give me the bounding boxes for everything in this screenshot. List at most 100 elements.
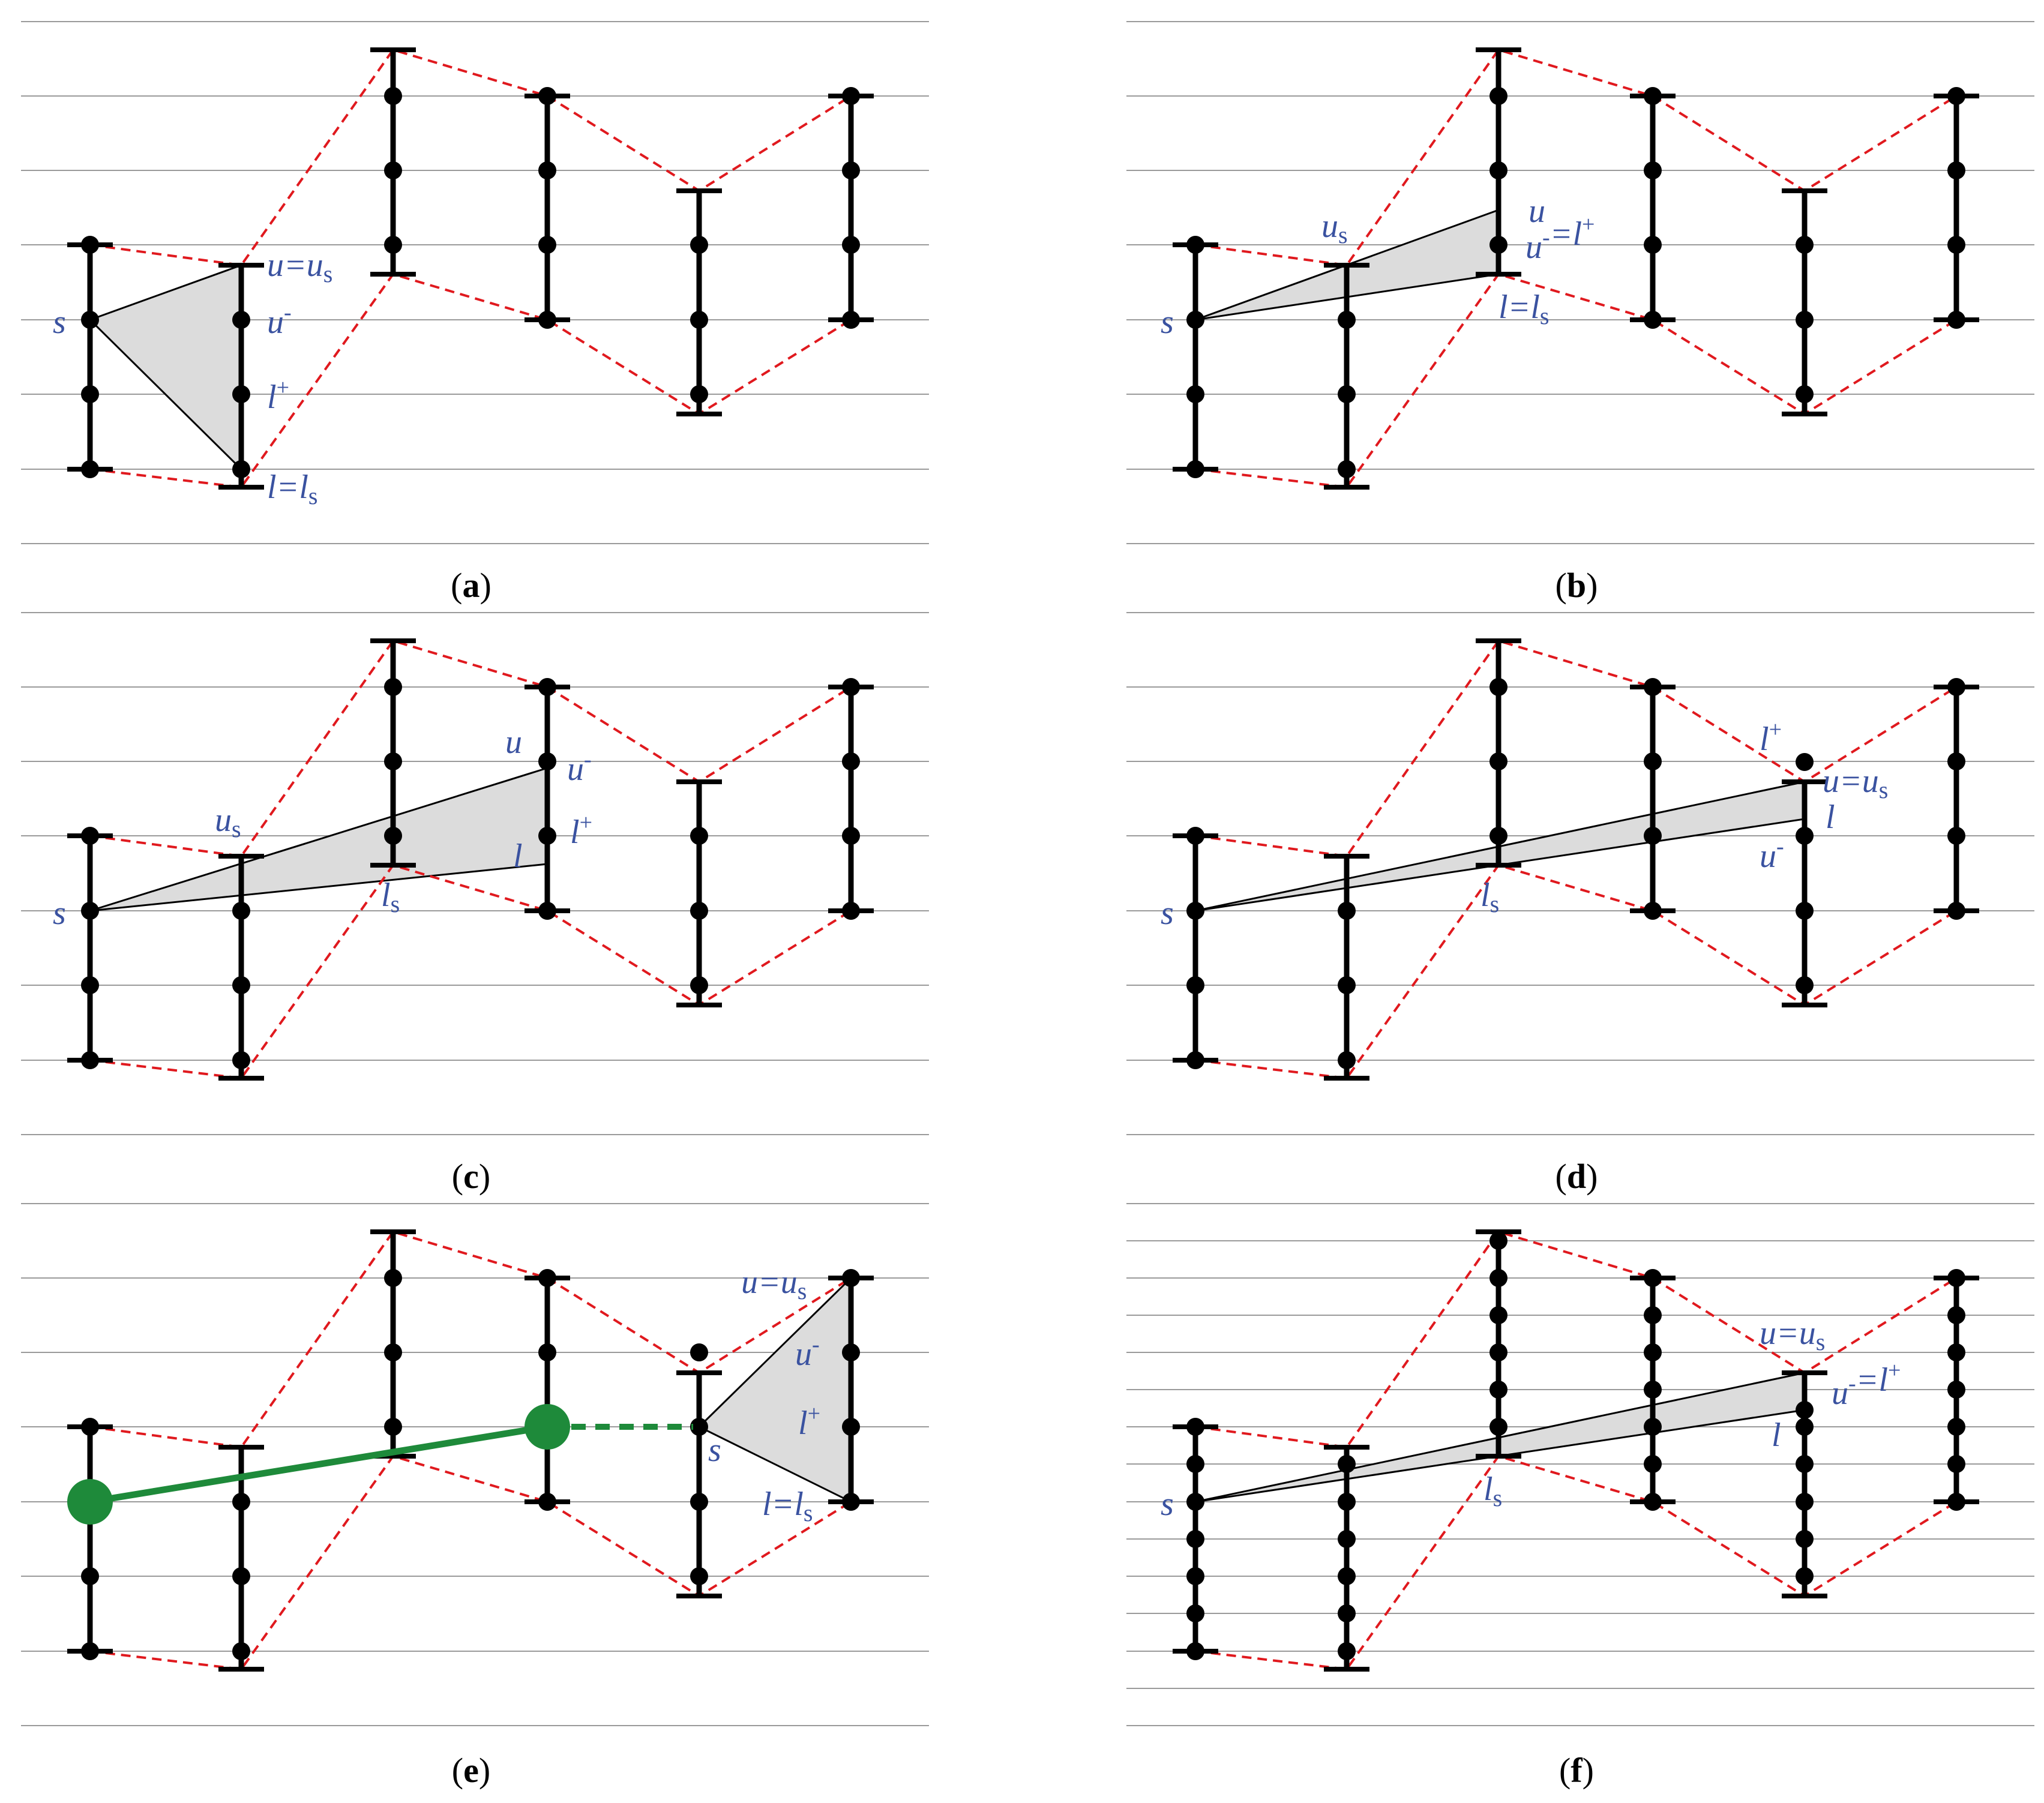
sample-point [1644,1381,1662,1399]
annotation-u_minus-sup: - [1776,834,1784,859]
panel-label-f: (f) [1559,1751,1594,1790]
panel-label-b: (b) [1556,566,1598,605]
sample-point [1186,976,1204,994]
sample-point [1186,827,1204,845]
sample-point [538,1269,556,1287]
annotation-um_lp-main: u [1525,229,1542,266]
sample-point [538,752,556,770]
annotation-u_minus-main: u [795,1336,812,1373]
sample-point [1338,1493,1356,1511]
annotation-u_minus: u- [795,1332,820,1373]
sample-point [1796,1401,1814,1419]
sample-point [1489,161,1507,179]
sample-point [690,1567,708,1585]
annotation-s-main: s [1161,304,1174,341]
annotation-s-main: s [1161,895,1174,932]
label-open: ( [452,1751,463,1790]
annotation-l_ls-sub: s [804,1499,813,1526]
annotation-l: l [1826,799,1835,836]
sample-point [1644,1455,1662,1473]
sample-point [842,1343,860,1361]
sample-point [1644,1418,1662,1436]
annotation-l_plus-sup: + [580,810,592,835]
sample-point [1796,1493,1814,1511]
sample-point [538,161,556,179]
sample-point [1186,311,1204,329]
sample-point [690,1343,708,1361]
sample-point [232,460,250,478]
sample-point [1338,1530,1356,1548]
sample-point [232,1051,250,1069]
annotation-l_plus-main: l [798,1405,808,1442]
sample-point [384,1418,402,1436]
annotation-u_minus-main: u [1760,838,1776,875]
sample-point [690,385,708,403]
annotation-s-main: s [708,1432,721,1469]
annotation-u_minus: u- [1760,834,1784,875]
sample-point [1338,1455,1356,1473]
sample-point [1338,385,1356,403]
sample-point [232,385,250,403]
annotation-u-main: u [505,724,522,761]
annotation-um_lp-rest: =l [1856,1361,1888,1399]
annotation-l_ls: l=ls [267,469,317,509]
sample-point [384,236,402,254]
label-open: ( [1556,1157,1567,1196]
annotation-l: l [1772,1417,1781,1454]
sample-point [1489,1418,1507,1436]
sample-point [690,1493,708,1511]
label-close: ) [1586,566,1598,605]
sample-point [1338,460,1356,478]
annotation-u_us: u=us [267,247,332,287]
sample-point [1338,1567,1356,1585]
label-letter: c [463,1157,479,1196]
approx-segment-line [89,1423,548,1505]
annotation-us-sub: s [1338,221,1348,248]
annotation-l-main: l [513,838,523,875]
annotation-l_ls-main: l=l [267,469,308,506]
sample-point [538,87,556,105]
sample-point [842,827,860,845]
annotation-u-main: u [1528,193,1545,230]
annotation-u_minus-sup: - [812,1332,820,1357]
sample-point [232,902,250,920]
sample-point [1796,753,1814,771]
annotation-l-main: l [1826,799,1835,836]
sample-point [1796,385,1814,403]
annotation-ls: ls [1480,877,1499,917]
sample-point [1489,87,1507,105]
sample-point [1947,1306,1965,1324]
sample-point [1489,1343,1507,1361]
annotation-u: u [1528,193,1545,230]
annotation-s: s [1161,304,1174,341]
sample-point [1489,1269,1507,1287]
cone-layer [88,208,1806,1504]
sample-point [1644,678,1662,696]
upper-bound-line [89,1230,852,1449]
sample-point [842,1418,860,1436]
sample-point [232,976,250,994]
sample-point [384,827,402,845]
sample-point [1338,902,1356,920]
annotation-u_us-sub: s [1816,1328,1826,1355]
sample-point [1489,1381,1507,1399]
sample-point [1947,236,1965,254]
label-letter: d [1567,1157,1586,1196]
sample-point [1947,1343,1965,1361]
annotation-ls-sub: s [391,890,400,917]
annotation-s-main: s [1161,1486,1174,1523]
annotation-um_lp-sup2: + [1582,212,1595,237]
sample-point [842,752,860,770]
annotation-s: s [53,895,66,932]
annotation-u_us-main: u=u [267,247,323,284]
sample-point [1338,1604,1356,1622]
annotation-ls: ls [1483,1471,1502,1511]
sample-point [1338,311,1356,329]
sample-point [1947,1381,1965,1399]
sample-point [1338,1051,1356,1069]
sample-point [842,1493,860,1511]
lower-bound-line [1195,272,1958,489]
annotation-l_plus: l+ [570,810,592,851]
upper-bound-line [89,639,852,858]
